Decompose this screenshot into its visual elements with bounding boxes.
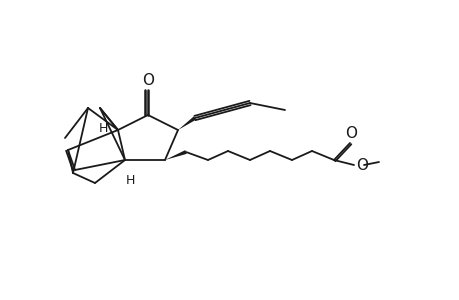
Text: O: O bbox=[142, 73, 154, 88]
Polygon shape bbox=[178, 116, 196, 130]
Polygon shape bbox=[165, 150, 186, 160]
Text: H: H bbox=[98, 122, 108, 134]
Text: O: O bbox=[355, 158, 367, 172]
Text: O: O bbox=[344, 126, 356, 141]
Text: H: H bbox=[125, 174, 134, 187]
